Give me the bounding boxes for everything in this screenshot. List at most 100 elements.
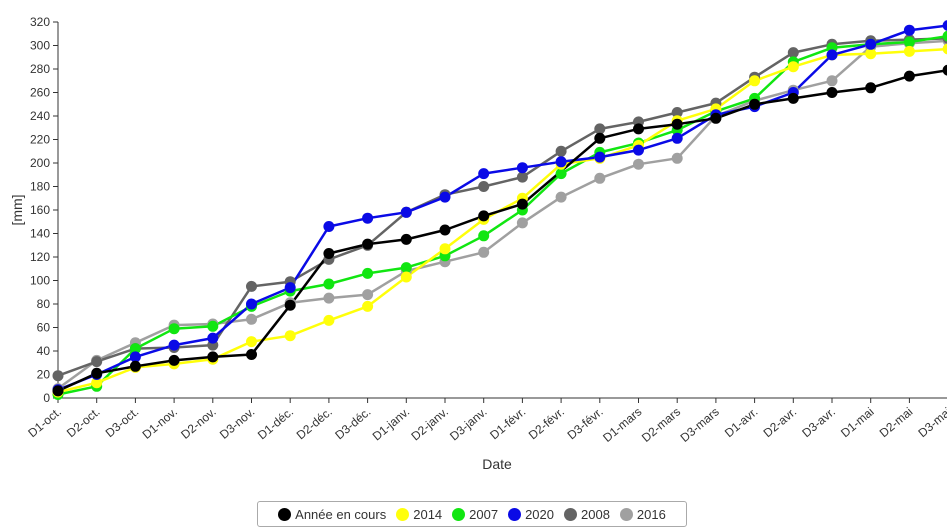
data-point bbox=[478, 168, 490, 180]
data-point bbox=[362, 212, 374, 224]
x-tick-label: D3-févr. bbox=[565, 405, 606, 443]
x-tick-label: D1-févr. bbox=[487, 405, 528, 443]
data-point bbox=[826, 49, 838, 61]
x-tick-label: D1-janv. bbox=[370, 405, 413, 444]
y-tick-label: 160 bbox=[30, 203, 50, 217]
series-line bbox=[57, 35, 947, 396]
x-tick-label: D2-mars bbox=[639, 405, 683, 445]
legend-item[interactable]: 2014 bbox=[396, 507, 442, 522]
data-point bbox=[52, 370, 64, 382]
y-tick-label: 40 bbox=[37, 344, 51, 358]
data-point bbox=[903, 45, 915, 57]
data-point bbox=[633, 144, 644, 156]
series-line bbox=[57, 24, 947, 391]
data-point bbox=[555, 191, 567, 203]
x-tick-label: D3-mars bbox=[678, 405, 722, 445]
x-ticks: D1-oct. D2-oct. D3-oct.D1-nov.D2-nov.D3-no… bbox=[25, 398, 947, 445]
data-point bbox=[865, 82, 877, 94]
series-line bbox=[57, 47, 947, 394]
data-point bbox=[594, 172, 606, 184]
legend-marker bbox=[619, 507, 633, 521]
data-point bbox=[91, 377, 103, 389]
data-point bbox=[168, 323, 180, 335]
data-point bbox=[903, 36, 915, 48]
x-axis-title: Date bbox=[482, 456, 512, 472]
data-point bbox=[594, 132, 606, 144]
data-point bbox=[52, 385, 64, 397]
series-line bbox=[57, 37, 947, 377]
x-tick-label: D1-oct. bbox=[25, 405, 64, 441]
data-point bbox=[91, 356, 103, 368]
y-tick-label: 260 bbox=[30, 86, 50, 100]
y-tick-label: 300 bbox=[30, 39, 50, 53]
legend-marker bbox=[396, 507, 410, 521]
y-tick-label: 60 bbox=[37, 321, 51, 335]
legend-label: 2014 bbox=[413, 506, 443, 522]
y-tick-label: 120 bbox=[30, 250, 50, 264]
y-tick-label: 180 bbox=[30, 180, 50, 194]
legend-item[interactable]: 2007 bbox=[452, 507, 498, 522]
x-tick-label: D1-mai bbox=[838, 405, 877, 441]
data-point bbox=[246, 313, 257, 325]
y-tick-label: 100 bbox=[30, 274, 50, 288]
x-tick-label: D3-avr. bbox=[799, 405, 838, 441]
legend-label: Année en cours bbox=[295, 506, 387, 522]
y-tick-label: 80 bbox=[37, 297, 51, 311]
data-point bbox=[516, 198, 528, 210]
data-point bbox=[91, 367, 103, 379]
data-point bbox=[594, 123, 606, 135]
data-point bbox=[749, 75, 761, 87]
data-point bbox=[826, 87, 838, 98]
y-tick-label: 20 bbox=[37, 368, 51, 382]
data-point bbox=[246, 336, 257, 348]
x-tick-label: D1-déc. bbox=[255, 405, 296, 443]
data-point bbox=[671, 118, 683, 130]
legend-label: 2008 bbox=[581, 506, 610, 522]
y-tick-label: 220 bbox=[30, 133, 50, 147]
data-point bbox=[865, 38, 877, 50]
data-point bbox=[129, 360, 141, 372]
y-ticks: 0 20 40 60 80 100 120 140 160 180 200 220 240 260 280 3… bbox=[30, 15, 58, 405]
x-tick-label: D2-nov. bbox=[178, 405, 219, 442]
data-point bbox=[787, 92, 799, 104]
data-point bbox=[400, 233, 412, 245]
data-point bbox=[323, 314, 335, 326]
data-point bbox=[942, 43, 947, 55]
data-point bbox=[903, 24, 915, 36]
y-tick-label: 0 bbox=[43, 391, 50, 405]
legend-item[interactable]: 2008 bbox=[564, 507, 610, 522]
data-point bbox=[787, 47, 799, 59]
x-tick-label: D3-janv. bbox=[447, 405, 490, 444]
data-point bbox=[478, 210, 490, 222]
chart: 0 20 40 60 80 100 120 140 160 180 200 220 240 260 280 3… bbox=[9, 15, 947, 472]
legend-item[interactable]: 2016 bbox=[619, 507, 666, 522]
series-lines bbox=[57, 24, 947, 396]
y-tick-label: 240 bbox=[30, 109, 50, 123]
x-tick-label: D1-mars bbox=[600, 405, 644, 445]
legend-marker bbox=[452, 507, 466, 521]
x-tick-label: D3-oct. bbox=[103, 405, 142, 441]
data-point bbox=[516, 162, 528, 174]
x-tick-label: D3-nov. bbox=[217, 405, 258, 442]
data-point bbox=[633, 158, 644, 170]
legend-item[interactable]: Année en cours bbox=[278, 507, 386, 522]
data-point bbox=[478, 246, 490, 258]
data-point bbox=[400, 262, 412, 274]
data-point bbox=[400, 271, 412, 283]
data-point bbox=[207, 332, 219, 344]
data-point bbox=[671, 107, 683, 118]
data-point bbox=[439, 224, 451, 236]
y-tick-label: 200 bbox=[30, 156, 50, 170]
data-point bbox=[284, 299, 296, 311]
y-tick-label: 140 bbox=[30, 227, 50, 241]
data-point bbox=[323, 278, 335, 290]
data-point bbox=[942, 64, 947, 76]
legend-marker bbox=[508, 507, 522, 521]
x-tick-label: D3-déc. bbox=[332, 405, 373, 443]
legend-item[interactable]: 2020 bbox=[508, 507, 554, 522]
x-tick-label: D2-avr. bbox=[761, 405, 800, 441]
data-point bbox=[555, 156, 567, 168]
series-line bbox=[57, 39, 947, 390]
data-point bbox=[439, 243, 451, 255]
data-point bbox=[246, 349, 257, 360]
